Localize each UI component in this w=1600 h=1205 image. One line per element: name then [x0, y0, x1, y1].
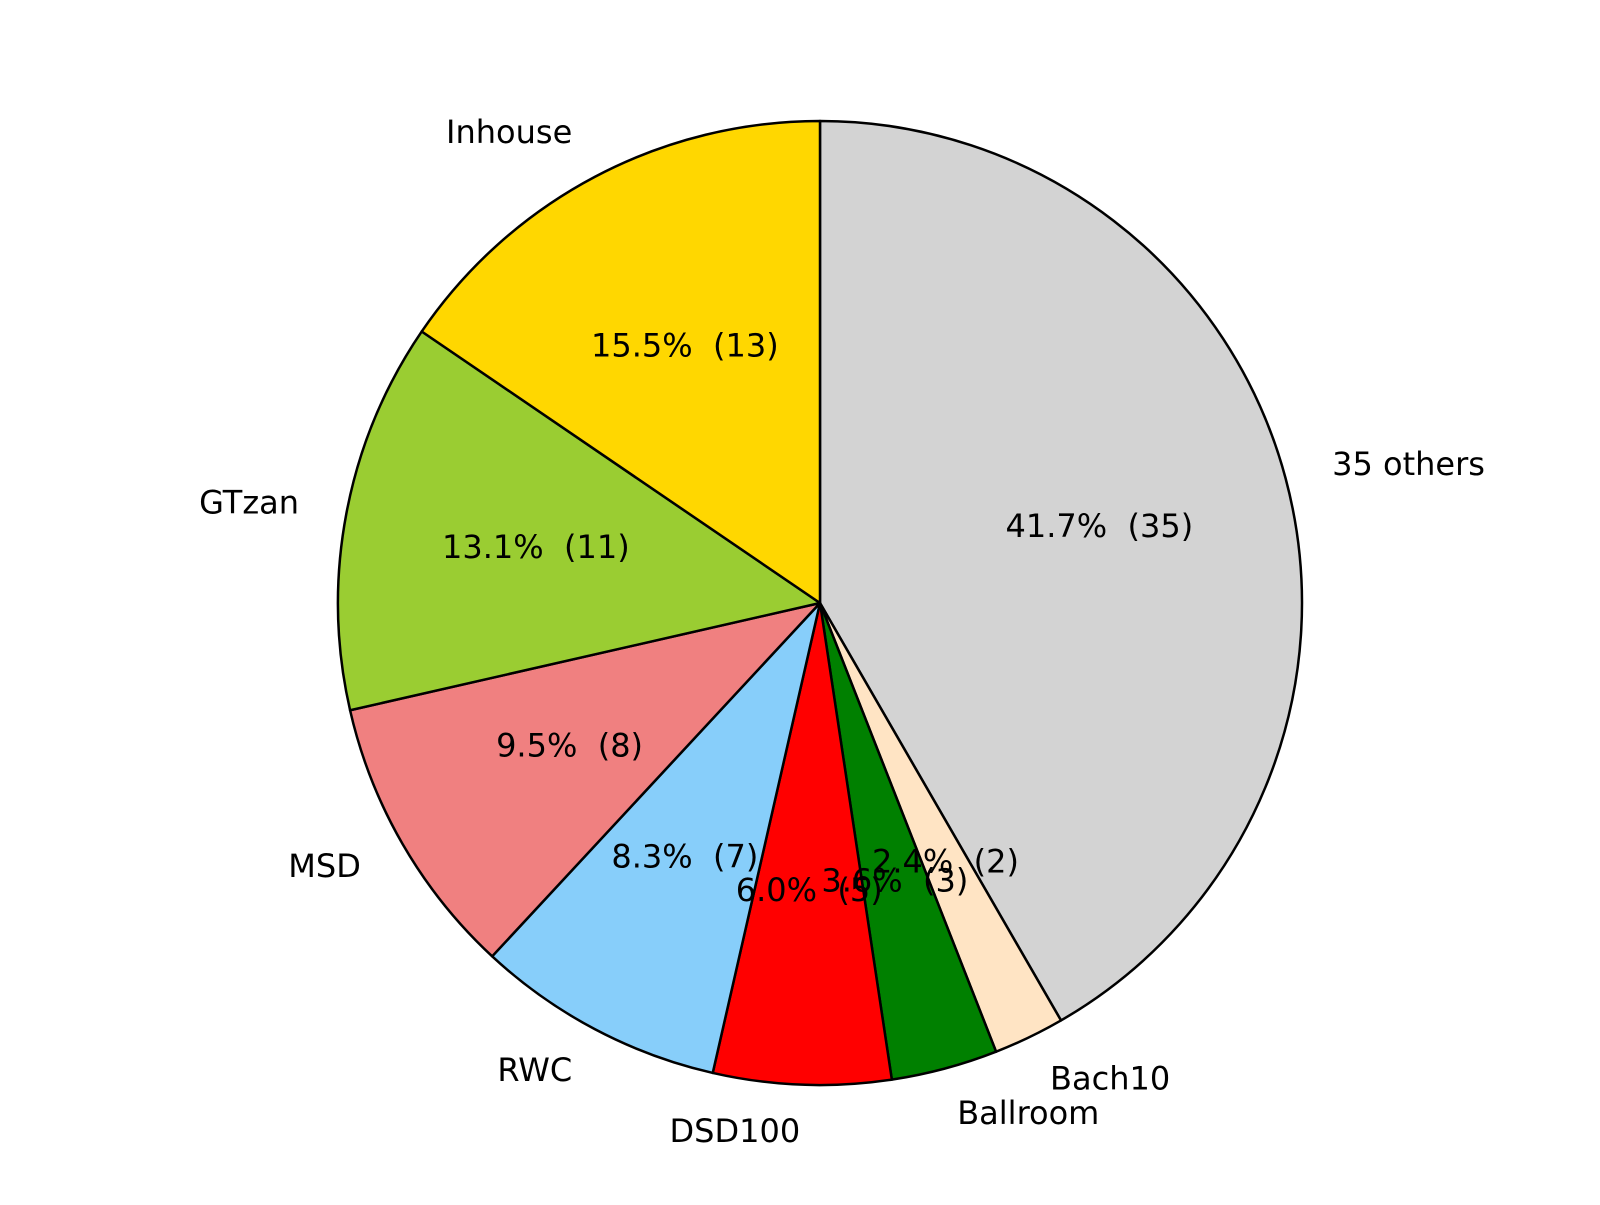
slice-percent-label-inhouse: 15.5% (13) — [591, 326, 779, 364]
slice-percent-label-dsd100: 6.0% (5) — [736, 871, 883, 909]
slice-name-label-rwc: RWC — [497, 1051, 572, 1089]
pie-slice-rwc — [490, 601, 822, 1075]
slice-percent-label-rwc: 8.3% (7) — [611, 838, 758, 876]
pie-slice-inhouse — [420, 119, 822, 605]
slice-name-label-inhouse: Inhouse — [446, 113, 572, 151]
slice-percent-label-msd: 9.5% (8) — [496, 727, 643, 765]
pie-slice-35-others — [818, 119, 1304, 1022]
pie-slice-gtzan — [336, 330, 822, 712]
slice-percent-label-bach10: 2.4% (2) — [872, 843, 1019, 881]
slice-name-label-dsd100: DSD100 — [670, 1112, 801, 1150]
slice-name-label-ballroom: Ballroom — [957, 1094, 1099, 1132]
slice-percent-label-ballroom: 3.6% (3) — [821, 861, 968, 899]
slice-name-label-gtzan: GTzan — [199, 483, 299, 521]
labels-layer: 35 others 41.7% (35) Bach10 2.4% (2) Ballroo… — [199, 113, 1485, 1150]
slice-name-label-msd: MSD — [288, 847, 361, 885]
slices-layer — [336, 119, 1304, 1087]
slice-percent-label-35-others: 41.7% (35) — [1006, 507, 1194, 545]
slice-name-label-35-others: 35 others — [1332, 445, 1485, 483]
pie-slice-dsd100 — [711, 601, 894, 1087]
slice-percent-label-gtzan: 13.1% (11) — [442, 528, 630, 566]
pie-slice-msd — [348, 601, 822, 958]
slice-name-label-bach10: Bach10 — [1050, 1060, 1170, 1098]
